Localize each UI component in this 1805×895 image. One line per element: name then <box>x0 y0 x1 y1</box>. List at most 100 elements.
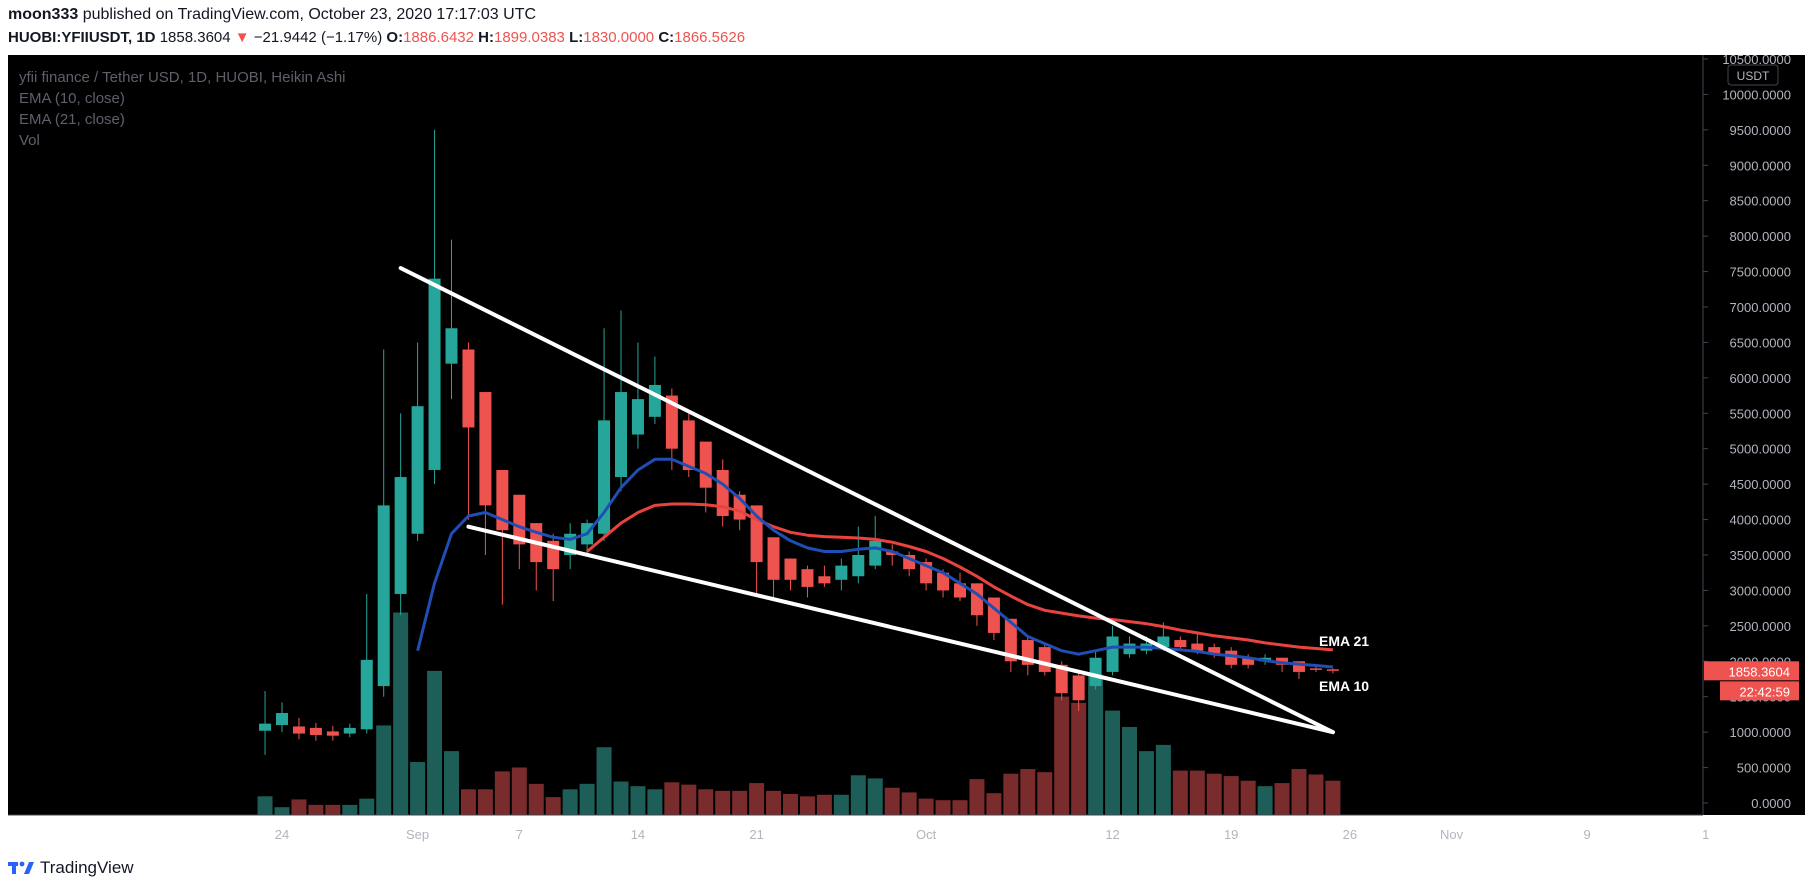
volume-bar <box>562 789 578 815</box>
close-value: 1866.5626 <box>674 29 746 46</box>
candle-body[interactable] <box>1309 668 1322 670</box>
ema10-annotation: EMA 10 <box>1319 678 1369 694</box>
candle-body[interactable] <box>767 537 780 580</box>
volume-bar <box>325 804 341 815</box>
volume-bar <box>1071 702 1087 815</box>
tradingview-logo-icon[interactable] <box>8 858 34 878</box>
x-tick-label: 9 <box>1584 827 1591 842</box>
x-tick-label: 14 <box>631 827 645 842</box>
close-label: C: <box>658 29 675 46</box>
legend-ema21[interactable]: EMA (21, close) <box>19 111 125 128</box>
author-name[interactable]: moon333 <box>8 6 79 23</box>
candle-body[interactable] <box>394 477 407 594</box>
candle-body[interactable] <box>665 395 678 449</box>
candle-body[interactable] <box>326 731 339 736</box>
candle-body[interactable] <box>462 349 475 428</box>
volume-bar <box>647 789 663 815</box>
volume-bar <box>1308 774 1324 815</box>
volume-bar <box>1003 773 1019 815</box>
volume-bar <box>308 804 324 815</box>
legend-vol[interactable]: Vol <box>19 132 40 149</box>
candle-body[interactable] <box>360 659 373 730</box>
y-tick-label: 3500.0000 <box>1730 548 1791 563</box>
publish-info: moon333 published on TradingView.com, Oc… <box>8 6 536 24</box>
footer-brand[interactable]: TradingView <box>40 858 134 877</box>
candle-body[interactable] <box>852 555 865 577</box>
candle-body[interactable] <box>869 540 882 566</box>
chart-background <box>8 55 1805 815</box>
candle-body[interactable] <box>615 392 627 478</box>
candle-body[interactable] <box>292 726 305 734</box>
volume-bar <box>359 798 375 815</box>
volume-bar <box>799 796 815 815</box>
volume-bar <box>1240 780 1256 815</box>
x-tick-label: 1 <box>1702 827 1709 842</box>
x-tick-label: 24 <box>275 827 289 842</box>
candle-body[interactable] <box>682 420 695 470</box>
volume-bar <box>613 781 629 815</box>
candle-body[interactable] <box>801 569 814 587</box>
candle-body[interactable] <box>343 727 356 734</box>
ema21-line <box>586 502 1334 652</box>
volume-bar <box>460 789 476 815</box>
y-tick-label: 4000.0000 <box>1730 513 1791 528</box>
y-tick-label: 8500.0000 <box>1730 194 1791 209</box>
volume-bar <box>1138 751 1154 815</box>
candle-body[interactable] <box>1038 647 1051 672</box>
volume-bar <box>867 778 883 815</box>
candle-body[interactable] <box>411 406 424 534</box>
trendline-upper[interactable] <box>398 266 1335 735</box>
volume-bar <box>1172 770 1188 815</box>
y-tick-label: 500.0000 <box>1737 761 1791 776</box>
candle-body[interactable] <box>835 565 848 580</box>
volume-bar <box>291 799 307 815</box>
y-tick-label: 8000.0000 <box>1730 229 1791 244</box>
candle-body[interactable] <box>1174 640 1187 648</box>
candle-body[interactable] <box>937 572 950 591</box>
volume-bar <box>528 783 544 815</box>
volume-bar <box>1223 776 1239 815</box>
candle-body[interactable] <box>784 558 797 580</box>
candle-body[interactable] <box>259 723 272 731</box>
candle-body[interactable] <box>1208 647 1221 655</box>
candle-body[interactable] <box>1072 675 1085 701</box>
candle-body[interactable] <box>1293 661 1305 672</box>
candle-body[interactable] <box>428 278 441 470</box>
candle-body[interactable] <box>1326 669 1339 671</box>
volume-bar <box>630 786 646 815</box>
candle-body[interactable] <box>496 469 509 531</box>
candle-body[interactable] <box>479 392 492 506</box>
candle-body[interactable] <box>377 505 390 687</box>
unit-badge[interactable] <box>1727 64 1779 86</box>
volume-bar <box>596 747 612 815</box>
legend-title[interactable]: yfii finance / Tether USD, 1D, HUOBI, He… <box>19 69 346 86</box>
volume-bar <box>749 783 765 815</box>
candle-body[interactable] <box>631 399 644 435</box>
candle-body[interactable] <box>1157 636 1170 648</box>
candle-body[interactable] <box>699 441 712 488</box>
candle-body[interactable] <box>1225 650 1238 665</box>
candle-body[interactable] <box>1242 657 1255 665</box>
candle-body[interactable] <box>886 551 899 555</box>
candle-body[interactable] <box>1055 664 1068 694</box>
candle-body[interactable] <box>276 713 288 726</box>
volume-bar <box>410 762 426 815</box>
candle-body[interactable] <box>1004 618 1017 662</box>
candle-body[interactable] <box>648 384 661 417</box>
candle-body[interactable] <box>818 576 831 584</box>
candle-body[interactable] <box>1089 657 1102 687</box>
y-tick-label: 5500.0000 <box>1730 406 1791 421</box>
y-tick-label: 1000.0000 <box>1730 725 1791 740</box>
symbol-label: HUOBI:YFIIUSDT, 1D <box>8 29 156 46</box>
volume-bar <box>1155 744 1171 815</box>
candle-body[interactable] <box>1106 636 1119 672</box>
trendline-lower[interactable] <box>466 524 1335 735</box>
candle-body[interactable] <box>445 328 458 364</box>
volume-bar <box>1020 769 1036 815</box>
candle-body[interactable] <box>1191 643 1204 651</box>
candle-body[interactable] <box>309 727 322 735</box>
candle-body[interactable] <box>513 494 526 545</box>
legend-ema10[interactable]: EMA (10, close) <box>19 90 125 107</box>
candle-body[interactable] <box>1123 643 1136 655</box>
